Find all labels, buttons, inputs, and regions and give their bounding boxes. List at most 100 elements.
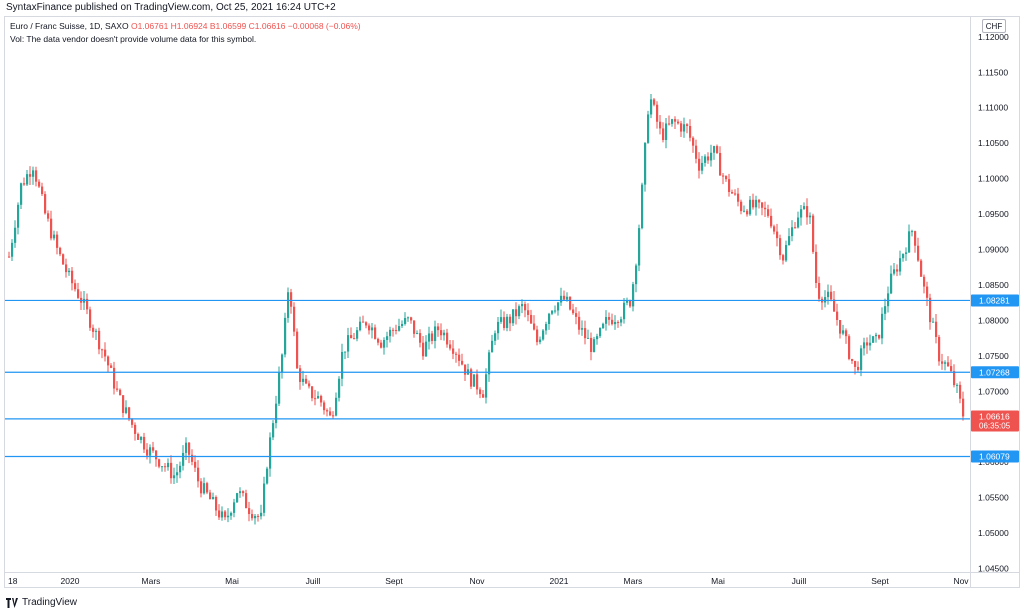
candle-body <box>272 423 275 438</box>
candle-body <box>215 496 218 511</box>
candle-body <box>446 332 449 345</box>
y-tick-label: 1.09000 <box>978 244 1009 254</box>
candle-body <box>953 371 956 386</box>
candle-body <box>812 215 815 252</box>
candle-body <box>779 238 782 256</box>
candle-body <box>860 348 863 370</box>
level-price-label: 1.07268 <box>979 367 1010 377</box>
candle-body <box>674 119 677 122</box>
candle-body <box>458 354 461 361</box>
candle-body <box>509 316 512 324</box>
candle-body <box>689 126 692 138</box>
candle-body <box>461 360 464 365</box>
candle-body <box>671 119 674 124</box>
candle-body <box>68 270 71 273</box>
candle-body <box>77 289 80 298</box>
candle-body <box>884 306 887 314</box>
candle-body <box>206 483 209 493</box>
candle-body <box>710 152 713 161</box>
candle-body <box>773 226 776 232</box>
candle-body <box>746 210 749 215</box>
candle-body <box>377 338 380 343</box>
symbol-title[interactable]: Euro / Franc Suisse, 1D, SAXO <box>10 21 129 31</box>
candle-body <box>917 245 920 261</box>
y-tick-label: 1.11000 <box>978 103 1008 113</box>
candle-body <box>956 384 959 386</box>
x-tick-label: Sept <box>871 576 889 586</box>
candle-body <box>362 321 365 323</box>
candle-body <box>566 296 569 300</box>
x-tick-label: Nov <box>469 576 485 586</box>
candle-body <box>26 174 29 185</box>
candle-body <box>797 217 800 228</box>
candle-body <box>254 515 257 519</box>
publish-attribution: SyntaxFinance published on TradingView.c… <box>6 2 336 13</box>
candle-body <box>818 282 821 299</box>
candle-body <box>89 309 92 328</box>
candle-body <box>842 330 845 334</box>
candle-body <box>563 295 566 300</box>
x-tick-label: Mars <box>142 576 161 586</box>
candle-body <box>266 468 269 484</box>
y-tick-label: 1.08000 <box>978 315 1009 325</box>
candle-body <box>44 194 47 214</box>
candle-body <box>113 367 116 389</box>
candle-body <box>899 258 902 272</box>
candle-body <box>545 324 548 331</box>
candle-body <box>536 329 539 343</box>
candle-body <box>635 265 638 285</box>
candle-body <box>623 302 626 320</box>
candle-body <box>146 449 149 456</box>
last-price-badge <box>971 410 1019 432</box>
candle-body <box>317 395 320 399</box>
candle-body <box>473 374 476 387</box>
candle-body <box>320 395 323 403</box>
candle-body <box>869 342 872 346</box>
candle-body <box>650 99 653 115</box>
candle-body <box>602 323 605 329</box>
currency-button[interactable]: CHF <box>982 19 1006 33</box>
candle-body <box>533 323 536 330</box>
candle-body <box>920 260 923 277</box>
candle-body <box>239 491 242 494</box>
candle-body <box>386 336 389 340</box>
chart-frame <box>4 16 1020 588</box>
candle-body <box>827 291 830 298</box>
candle-body <box>740 201 743 212</box>
candle-body <box>734 193 737 195</box>
tradingview-footer[interactable]: TradingView <box>6 597 77 608</box>
candle-body <box>332 415 335 417</box>
candle-body <box>809 215 812 218</box>
candle-body <box>56 234 59 248</box>
candle-body <box>410 317 413 321</box>
y-tick-label: 1.08500 <box>978 280 1009 290</box>
candle-body <box>788 236 791 246</box>
y-tick-label: 1.05500 <box>978 493 1009 503</box>
candle-body <box>926 286 929 298</box>
candle-body <box>149 447 152 456</box>
candle-body <box>803 206 806 210</box>
candle-body <box>407 317 410 319</box>
candle-body <box>32 170 35 177</box>
candle-body <box>233 502 236 513</box>
candle-body <box>890 273 893 294</box>
candle-body <box>701 162 704 171</box>
y-tick-label: 1.10000 <box>978 174 1009 184</box>
level-price-badge <box>971 366 1019 379</box>
candle-body <box>599 328 602 337</box>
candle-body <box>698 158 701 171</box>
candle-body <box>683 124 686 132</box>
candle-body <box>311 386 314 399</box>
candle-body <box>59 247 62 255</box>
candle-body <box>866 342 869 346</box>
candle-body <box>212 496 215 500</box>
candle-body <box>887 293 890 307</box>
candle-body <box>731 192 734 194</box>
x-tick-label: Nov <box>953 576 969 586</box>
candle-body <box>23 183 26 185</box>
candle-body <box>488 352 491 375</box>
candle-body <box>293 306 296 332</box>
candle-body <box>614 322 617 325</box>
candle-body <box>521 304 524 307</box>
